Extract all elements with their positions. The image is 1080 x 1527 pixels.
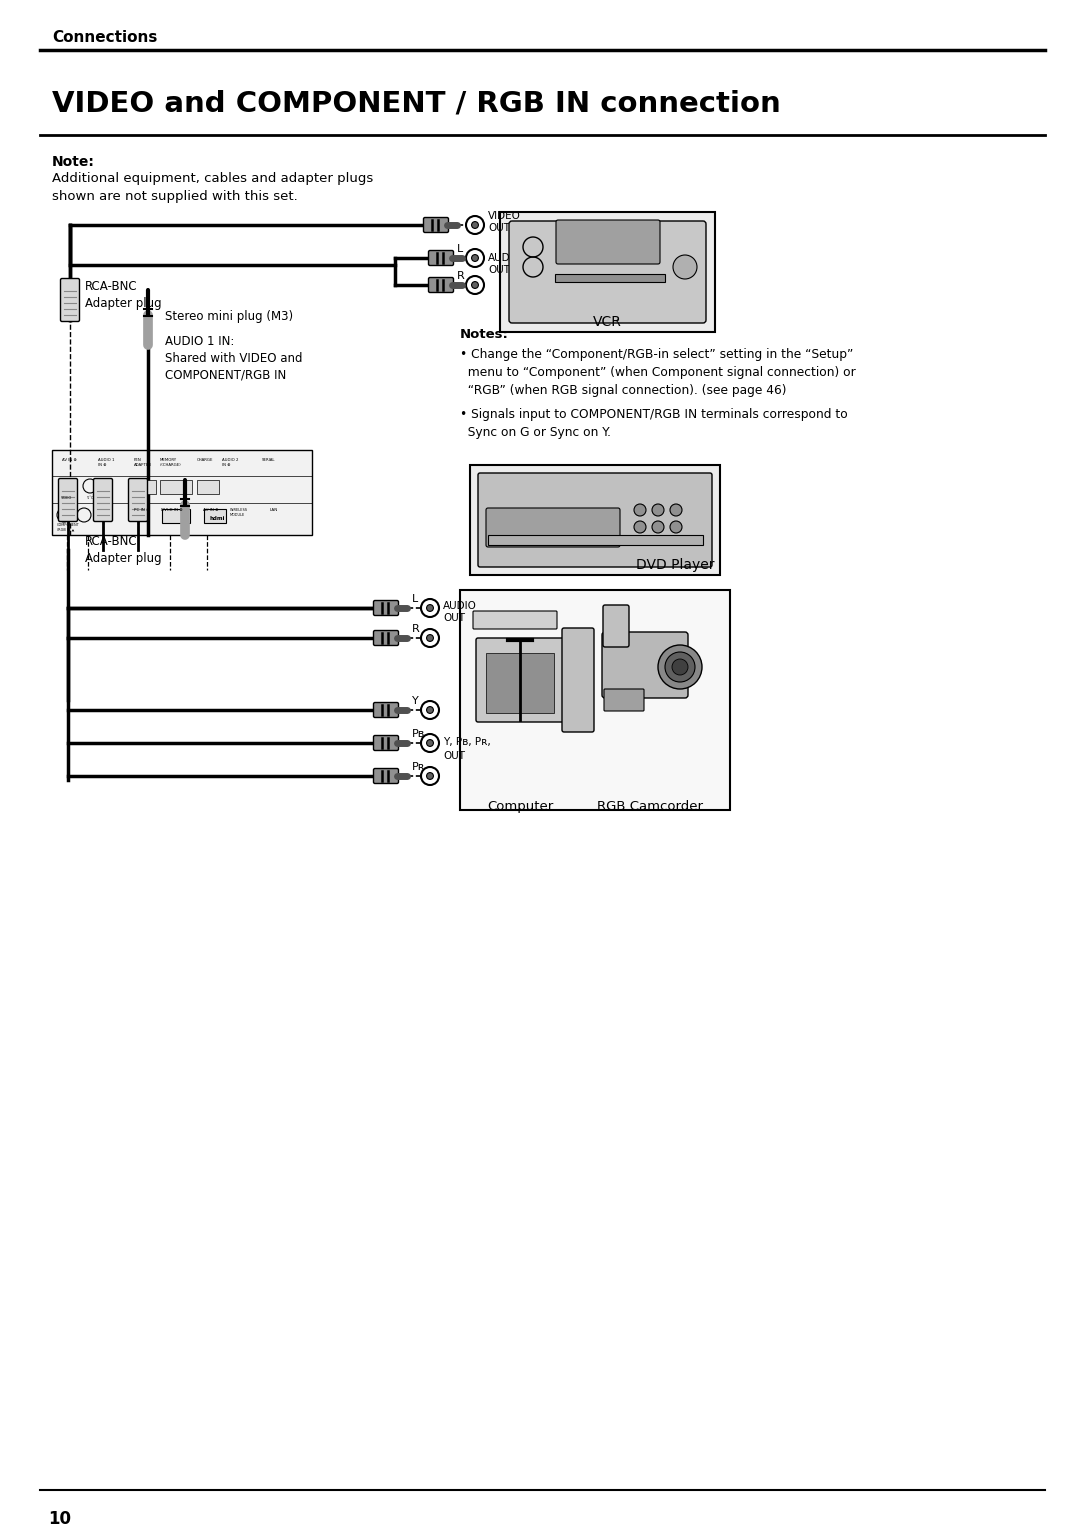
Text: VIDEO and COMPONENT / RGB IN connection: VIDEO and COMPONENT / RGB IN connection — [52, 90, 781, 118]
FancyBboxPatch shape — [486, 654, 554, 713]
Circle shape — [652, 521, 664, 533]
FancyBboxPatch shape — [555, 273, 665, 282]
Text: PC IN ⊕: PC IN ⊕ — [134, 508, 149, 512]
FancyBboxPatch shape — [460, 589, 730, 809]
FancyBboxPatch shape — [58, 478, 78, 522]
FancyBboxPatch shape — [374, 702, 399, 718]
FancyBboxPatch shape — [423, 217, 448, 232]
FancyBboxPatch shape — [556, 220, 660, 264]
FancyBboxPatch shape — [476, 638, 564, 722]
Text: Y, Pʙ, Pʀ,
OUT: Y, Pʙ, Pʀ, OUT — [443, 738, 490, 760]
FancyBboxPatch shape — [374, 600, 399, 615]
Circle shape — [670, 521, 681, 533]
Text: VCR: VCR — [593, 315, 622, 328]
Text: RCA-BNC
Adapter plug: RCA-BNC Adapter plug — [85, 279, 162, 310]
FancyBboxPatch shape — [204, 508, 226, 524]
FancyBboxPatch shape — [486, 508, 620, 547]
FancyBboxPatch shape — [52, 450, 312, 534]
Text: AUDIO 1
IN ⊕: AUDIO 1 IN ⊕ — [98, 458, 114, 467]
Text: L: L — [411, 594, 418, 605]
Circle shape — [472, 281, 478, 289]
Text: AUDIO 2
IN ⊕: AUDIO 2 IN ⊕ — [222, 458, 239, 467]
Text: Notes:: Notes: — [460, 328, 509, 341]
Text: 10: 10 — [48, 1510, 71, 1527]
Text: Sync on G or Sync on Y.: Sync on G or Sync on Y. — [460, 426, 611, 438]
Text: AV IN ⊕: AV IN ⊕ — [62, 458, 77, 463]
Text: Additional equipment, cables and adapter plugs
shown are not supplied with this : Additional equipment, cables and adapter… — [52, 173, 374, 203]
FancyBboxPatch shape — [134, 479, 156, 495]
Text: LAN: LAN — [270, 508, 279, 512]
Circle shape — [472, 255, 478, 261]
FancyBboxPatch shape — [162, 508, 190, 524]
Circle shape — [634, 504, 646, 516]
Text: RCA-BNC
Adapter plug: RCA-BNC Adapter plug — [85, 534, 162, 565]
FancyBboxPatch shape — [60, 278, 80, 322]
Circle shape — [427, 739, 433, 747]
Text: COMPONENT
/RGB IN ▲: COMPONENT /RGB IN ▲ — [57, 524, 80, 531]
Text: Y: Y — [411, 696, 419, 705]
Circle shape — [427, 605, 433, 611]
Text: L: L — [457, 244, 463, 253]
Text: AUDIO
OUT: AUDIO OUT — [488, 253, 522, 275]
Text: SERIAL: SERIAL — [262, 458, 275, 463]
Text: AV IN ⊕: AV IN ⊕ — [203, 508, 218, 512]
Text: WIRELESS
MODULE: WIRELESS MODULE — [230, 508, 248, 516]
Text: DVD Player: DVD Player — [636, 557, 715, 573]
Text: Pʀ: Pʀ — [411, 762, 426, 773]
Text: hdmi: hdmi — [210, 516, 225, 521]
Text: VIDEO: VIDEO — [62, 496, 72, 499]
Circle shape — [652, 504, 664, 516]
Circle shape — [427, 707, 433, 713]
Text: RGB Camcorder: RGB Camcorder — [597, 800, 703, 812]
Circle shape — [658, 644, 702, 689]
FancyBboxPatch shape — [500, 212, 715, 331]
Text: Stereo mini plug (M3): Stereo mini plug (M3) — [165, 310, 293, 324]
Text: R: R — [411, 625, 420, 634]
FancyBboxPatch shape — [429, 250, 454, 266]
FancyBboxPatch shape — [604, 689, 644, 712]
Circle shape — [427, 635, 433, 641]
FancyBboxPatch shape — [197, 479, 219, 495]
FancyBboxPatch shape — [473, 611, 557, 629]
Text: AUDIO 1 IN:
Shared with VIDEO and
COMPONENT/RGB IN: AUDIO 1 IN: Shared with VIDEO and COMPON… — [165, 334, 302, 382]
Circle shape — [472, 221, 478, 229]
FancyBboxPatch shape — [374, 736, 399, 750]
FancyBboxPatch shape — [603, 605, 629, 647]
Text: “RGB” (when RGB signal connection). (see page 46): “RGB” (when RGB signal connection). (see… — [460, 383, 786, 397]
Text: Y,˚C: Y,˚C — [86, 496, 94, 499]
FancyBboxPatch shape — [509, 221, 706, 324]
Text: Computer: Computer — [487, 800, 553, 812]
Text: VIDEO
OUT: VIDEO OUT — [488, 211, 521, 232]
Text: PEN
ADAPTER: PEN ADAPTER — [134, 458, 152, 467]
FancyBboxPatch shape — [478, 473, 712, 567]
FancyBboxPatch shape — [160, 479, 192, 495]
Text: DVI-D IN ⊕: DVI-D IN ⊕ — [161, 508, 183, 512]
Text: Pʙ: Pʙ — [411, 728, 426, 739]
FancyBboxPatch shape — [94, 478, 112, 522]
FancyBboxPatch shape — [562, 628, 594, 731]
Text: menu to “Component” (when Component signal connection) or: menu to “Component” (when Component sign… — [460, 366, 855, 379]
Text: Note:: Note: — [52, 156, 95, 169]
Circle shape — [427, 773, 433, 779]
Circle shape — [634, 521, 646, 533]
FancyBboxPatch shape — [602, 632, 688, 698]
Text: • Change the “Component/RGB-in select” setting in the “Setup”: • Change the “Component/RGB-in select” s… — [460, 348, 853, 360]
Text: Connections: Connections — [52, 31, 158, 44]
Circle shape — [673, 255, 697, 279]
Circle shape — [665, 652, 696, 683]
Text: CHARGE: CHARGE — [197, 458, 214, 463]
Text: R: R — [457, 270, 464, 281]
FancyBboxPatch shape — [129, 478, 148, 522]
Text: MEMORY
/(CHARGE): MEMORY /(CHARGE) — [160, 458, 180, 467]
Text: • Signals input to COMPONENT/RGB IN terminals correspond to: • Signals input to COMPONENT/RGB IN term… — [460, 408, 848, 421]
FancyBboxPatch shape — [374, 631, 399, 646]
FancyBboxPatch shape — [488, 534, 703, 545]
FancyBboxPatch shape — [429, 278, 454, 293]
Circle shape — [670, 504, 681, 516]
FancyBboxPatch shape — [470, 466, 720, 576]
Circle shape — [672, 660, 688, 675]
FancyBboxPatch shape — [374, 768, 399, 783]
Text: AUDIO
OUT: AUDIO OUT — [443, 602, 477, 623]
